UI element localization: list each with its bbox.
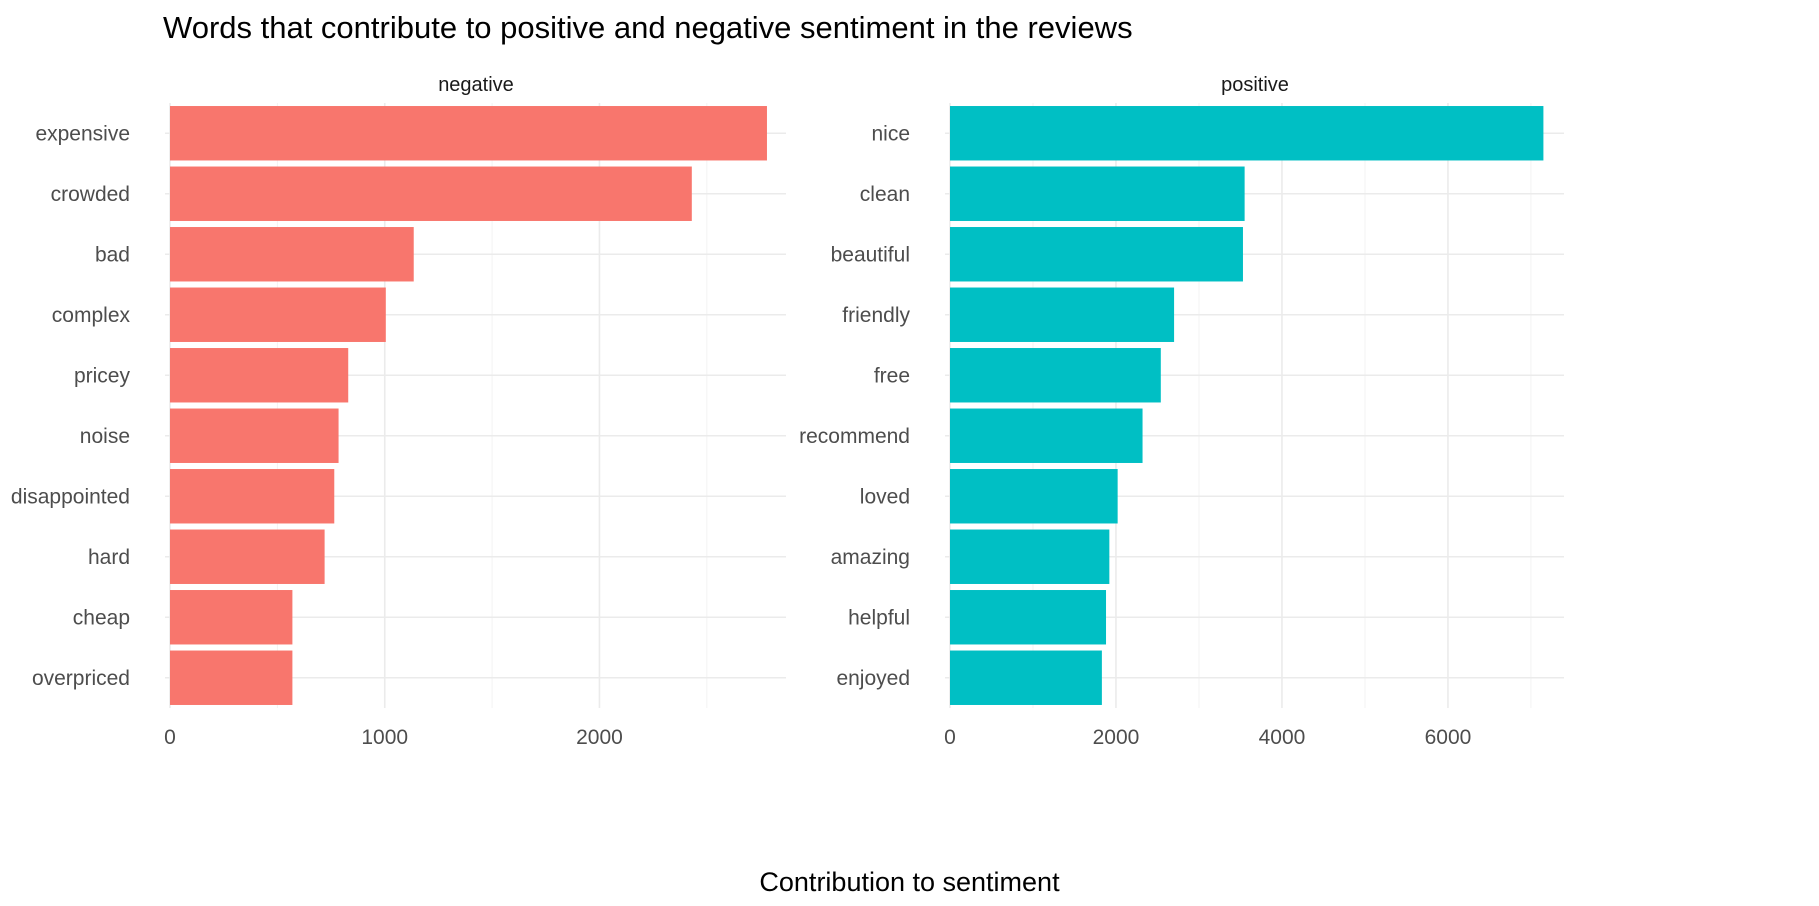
x-axis-title: Contribution to sentiment [759,867,1060,897]
y-tick-label: expensive [35,122,130,145]
bar-expensive [170,106,767,161]
bar-crowded [170,166,692,221]
y-tick-label: bad [95,243,130,266]
bar-loved [950,469,1118,524]
bar-noise [170,408,339,463]
bar-bad [170,227,414,282]
y-tick-label: recommend [799,425,910,448]
facet-label-negative: negative [438,74,514,96]
y-tick-label: helpful [848,606,910,629]
bar-complex [170,287,386,342]
x-tick-label: 0 [164,726,176,749]
y-tick-label: nice [871,122,910,145]
y-tick-label: crowded [51,183,130,206]
facet-label-positive: positive [1221,74,1289,96]
bar-cheap [170,590,293,645]
y-tick-label: free [874,364,910,387]
y-tick-label: pricey [74,364,131,387]
y-tick-label: beautiful [831,243,910,266]
y-tick-label: loved [860,485,910,508]
bar-helpful [950,590,1107,645]
y-tick-label: clean [860,183,910,206]
bar-hard [170,529,325,584]
y-tick-label: complex [52,304,131,327]
bar-recommend [950,408,1143,463]
bar-pricey [170,348,349,403]
y-tick-label: cheap [73,606,130,629]
y-tick-label: overpriced [32,667,130,690]
x-tick-label: 1000 [361,726,408,749]
bar-clean [950,166,1245,221]
bar-enjoyed [950,650,1102,705]
x-tick-label: 0 [944,726,956,749]
bar-disappointed [170,469,335,524]
x-tick-label: 6000 [1425,726,1472,749]
y-tick-label: hard [88,546,130,569]
y-tick-label: disappointed [11,485,130,508]
chart-title: Words that contribute to positive and ne… [163,10,1133,45]
bar-free [950,348,1161,403]
bar-beautiful [950,227,1243,282]
x-tick-label: 2000 [1093,726,1140,749]
bar-overpriced [170,650,293,705]
y-tick-label: enjoyed [836,667,910,690]
x-tick-label: 2000 [576,726,623,749]
y-tick-label: amazing [831,546,910,569]
bar-amazing [950,529,1110,584]
y-tick-label: noise [80,425,130,448]
y-tick-label: friendly [842,304,910,327]
bar-nice [950,106,1544,161]
x-tick-label: 4000 [1259,726,1306,749]
bar-friendly [950,287,1175,342]
